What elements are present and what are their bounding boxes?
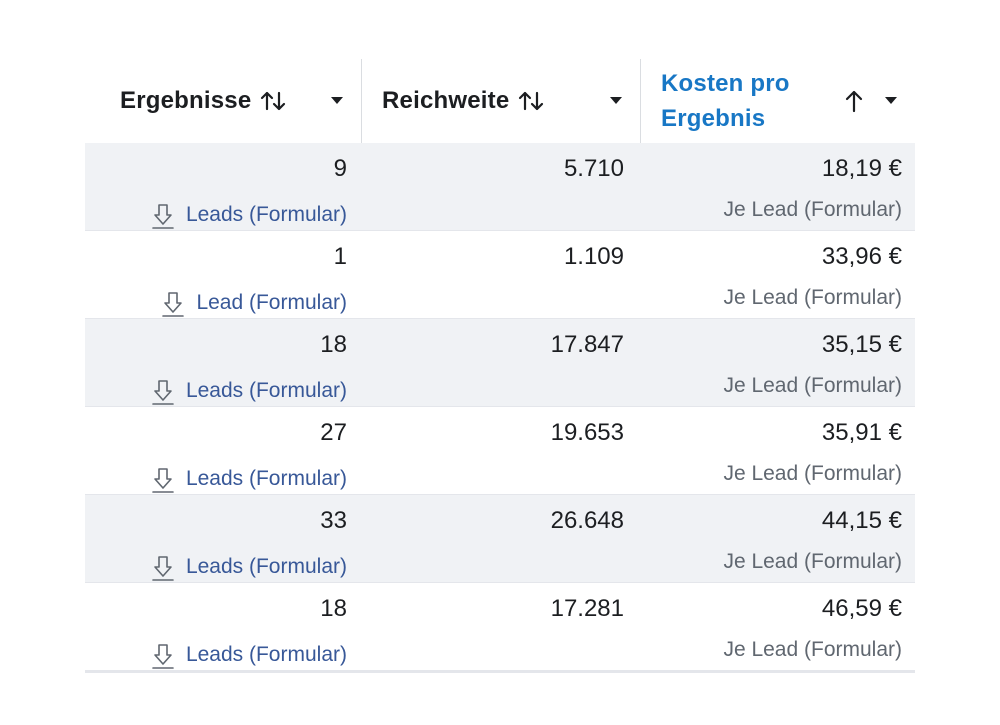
- download-icon: [152, 644, 174, 669]
- table-row[interactable]: 9 Leads (Formular) 5.710 18,19 € Je Lead…: [85, 143, 915, 231]
- table-row[interactable]: 27 Leads (Formular) 19.653 35,91 € Je Le…: [85, 407, 915, 495]
- table-bottom-divider: [85, 671, 915, 673]
- results-type-link[interactable]: Lead (Formular): [160, 286, 347, 320]
- results-value: 18: [320, 595, 347, 622]
- cost-cell: 33,96 € Je Lead (Formular): [641, 231, 915, 318]
- cost-type-label: Je Lead (Formular): [723, 638, 902, 661]
- caret-down-icon[interactable]: [331, 97, 343, 104]
- column-header-reach[interactable]: Reichweite: [362, 59, 641, 143]
- table-row[interactable]: 18 Leads (Formular) 17.281 46,59 € Je Le…: [85, 583, 915, 671]
- reach-cell: 1.109: [362, 231, 641, 318]
- cost-value: 18,19 €: [821, 155, 902, 182]
- cost-value: 33,96 €: [821, 243, 902, 270]
- table-row[interactable]: 33 Leads (Formular) 26.648 44,15 € Je Le…: [85, 495, 915, 583]
- cost-value: 35,91 €: [821, 419, 902, 446]
- reach-value: 1.109: [563, 243, 624, 270]
- cost-cell: 44,15 € Je Lead (Formular): [641, 495, 915, 582]
- caret-down-icon[interactable]: [885, 97, 897, 104]
- results-cell: 33 Leads (Formular): [85, 495, 362, 582]
- cost-type-label: Je Lead (Formular): [723, 286, 902, 309]
- results-cell: 18 Leads (Formular): [85, 583, 362, 670]
- results-type-label: Leads (Formular): [185, 379, 347, 402]
- cost-type-label: Je Lead (Formular): [723, 374, 902, 397]
- reach-value: 17.281: [550, 595, 624, 622]
- cost-value: 44,15 €: [821, 507, 902, 534]
- results-cell: 1 Lead (Formular): [85, 231, 362, 318]
- results-cell: 9 Leads (Formular): [85, 143, 362, 230]
- download-icon: [152, 468, 174, 493]
- table-row[interactable]: 1 Lead (Formular) 1.109 33,96 € Je Lead …: [85, 231, 915, 319]
- results-type-label: Lead (Formular): [196, 291, 347, 314]
- download-icon: [162, 292, 185, 317]
- download-icon: [152, 556, 174, 581]
- table-body: 9 Leads (Formular) 5.710 18,19 € Je Lead…: [85, 143, 915, 671]
- sort-ascending-icon[interactable]: [843, 87, 865, 115]
- reach-value: 17.847: [550, 331, 624, 358]
- sort-both-icon[interactable]: [259, 87, 287, 115]
- results-type-link[interactable]: Leads (Formular): [150, 638, 347, 672]
- download-icon: [152, 204, 174, 229]
- cost-cell: 35,91 € Je Lead (Formular): [641, 407, 915, 494]
- column-header-cost[interactable]: Kosten pro Ergebnis: [641, 59, 915, 143]
- cost-value: 46,59 €: [821, 595, 902, 622]
- results-value: 9: [333, 155, 347, 182]
- results-cell: 27 Leads (Formular): [85, 407, 362, 494]
- table-row[interactable]: 18 Leads (Formular) 17.847 35,15 € Je Le…: [85, 319, 915, 407]
- results-type-link[interactable]: Leads (Formular): [150, 374, 347, 408]
- results-value: 33: [320, 507, 347, 534]
- results-type-label: Leads (Formular): [185, 467, 347, 490]
- results-cell: 18 Leads (Formular): [85, 319, 362, 406]
- cost-cell: 18,19 € Je Lead (Formular): [641, 143, 915, 230]
- results-value: 27: [320, 419, 347, 446]
- column-label-reach: Reichweite: [382, 87, 510, 114]
- reach-value: 5.710: [563, 155, 624, 182]
- results-value: 1: [333, 243, 347, 270]
- cost-value: 35,15 €: [821, 331, 902, 358]
- results-value: 18: [320, 331, 347, 358]
- column-header-results[interactable]: Ergebnisse: [85, 59, 362, 143]
- reach-cell: 17.281: [362, 583, 641, 670]
- cost-cell: 35,15 € Je Lead (Formular): [641, 319, 915, 406]
- results-type-link[interactable]: Leads (Formular): [150, 550, 347, 584]
- cost-type-label: Je Lead (Formular): [723, 550, 902, 573]
- reach-cell: 19.653: [362, 407, 641, 494]
- cost-cell: 46,59 € Je Lead (Formular): [641, 583, 915, 670]
- results-type-label: Leads (Formular): [185, 555, 347, 578]
- reach-cell: 5.710: [362, 143, 641, 230]
- download-icon: [152, 380, 174, 405]
- cost-type-label: Je Lead (Formular): [723, 198, 902, 221]
- reach-value: 26.648: [550, 507, 624, 534]
- table-header: Ergebnisse Reichweite Kosten pro Ergebni…: [85, 59, 915, 143]
- results-type-link[interactable]: Leads (Formular): [150, 198, 347, 232]
- caret-down-icon[interactable]: [610, 97, 622, 104]
- results-type-link[interactable]: Leads (Formular): [150, 462, 347, 496]
- sort-both-icon[interactable]: [517, 87, 545, 115]
- reach-cell: 26.648: [362, 495, 641, 582]
- column-label-results: Ergebnisse: [120, 87, 252, 114]
- results-table: Ergebnisse Reichweite Kosten pro Ergebni…: [85, 59, 915, 673]
- reach-cell: 17.847: [362, 319, 641, 406]
- results-type-label: Leads (Formular): [185, 643, 347, 666]
- column-label-cost: Kosten pro Ergebnis: [661, 70, 790, 132]
- results-type-label: Leads (Formular): [185, 203, 347, 226]
- cost-type-label: Je Lead (Formular): [723, 462, 902, 485]
- reach-value: 19.653: [550, 419, 624, 446]
